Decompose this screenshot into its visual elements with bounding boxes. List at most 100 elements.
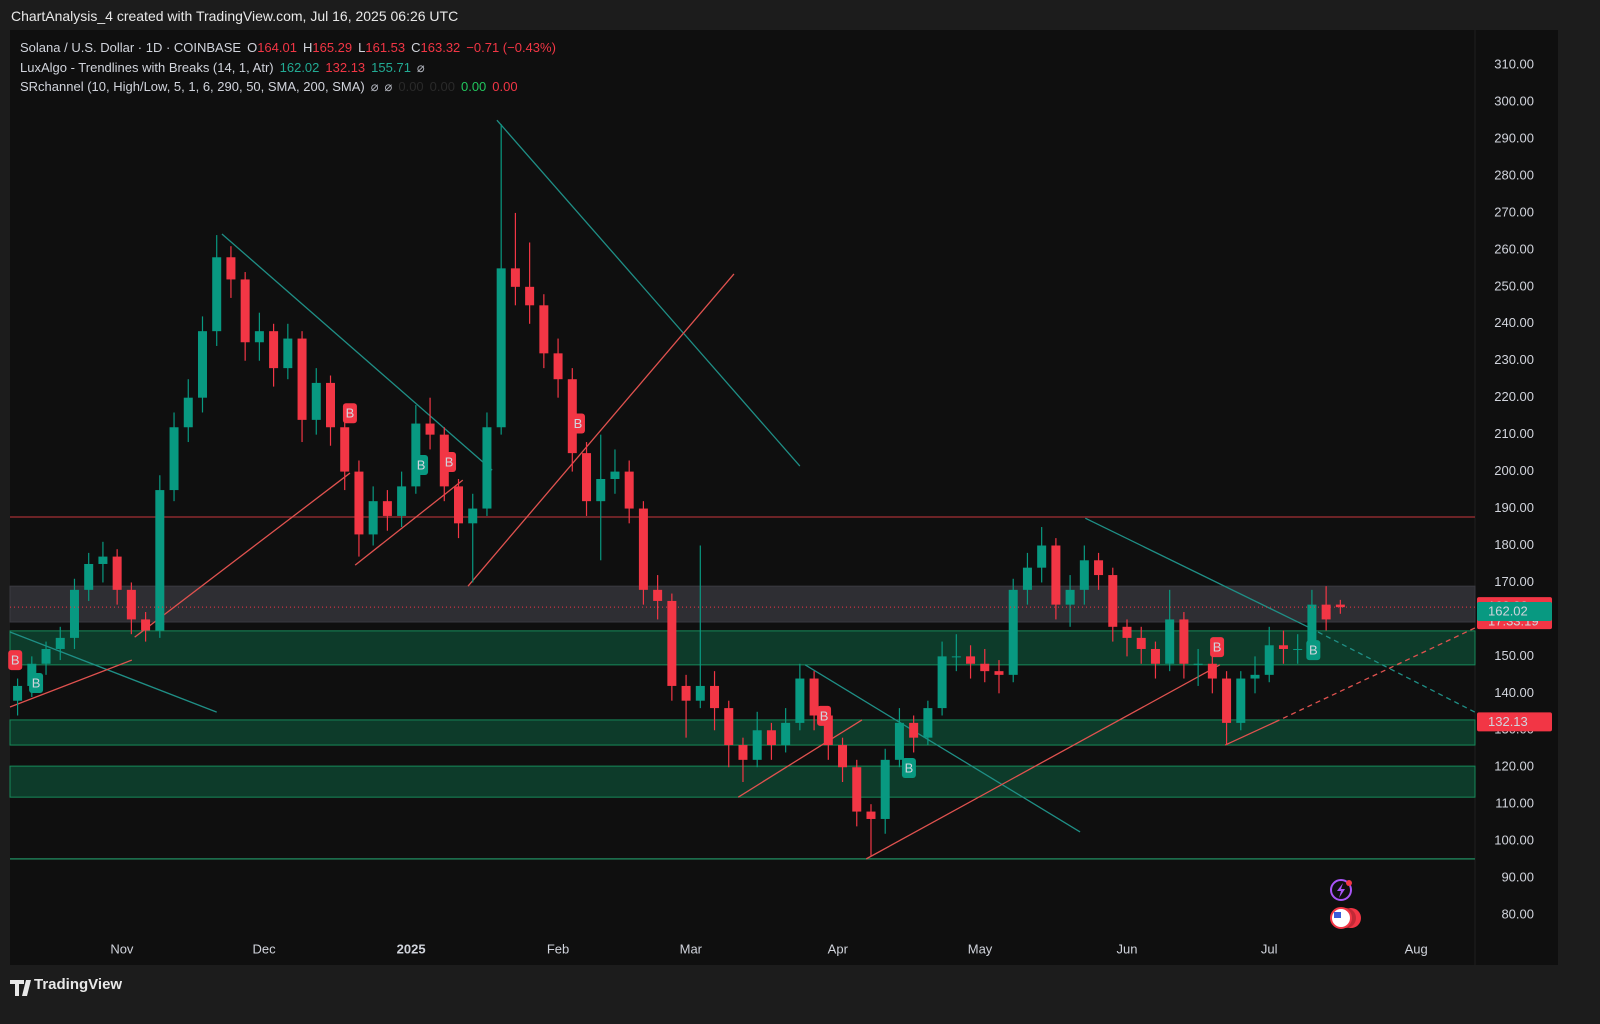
break-marker	[1210, 637, 1225, 658]
x-tick-label: Mar	[680, 941, 703, 956]
candle-body	[838, 745, 848, 768]
candle-body	[738, 745, 748, 760]
break-marker	[570, 413, 585, 434]
candle-body	[510, 268, 520, 287]
candle-body	[880, 759, 890, 819]
price-tag-label: 132.13	[1488, 714, 1528, 729]
candle	[624, 460, 634, 524]
candle	[55, 626, 65, 661]
break-label: B	[417, 457, 426, 472]
break-label: B	[1309, 643, 1318, 658]
legend-name: Solana / U.S. Dollar · 1D · COINBASE	[20, 40, 242, 55]
candle-body	[724, 708, 734, 746]
candle	[425, 397, 435, 450]
candle	[1236, 671, 1246, 731]
candle	[112, 549, 122, 605]
candle-body	[1065, 589, 1075, 605]
candle	[1136, 626, 1146, 664]
x-tick-label: 2025	[397, 941, 426, 956]
legend-value: −0.71 (−0.43%)	[466, 40, 556, 55]
candle	[937, 641, 947, 716]
candle-body	[169, 427, 179, 491]
candle	[1108, 567, 1118, 642]
y-tick-label: 120.00	[1494, 759, 1534, 774]
candle-body	[866, 811, 876, 819]
candle-body	[297, 338, 307, 420]
candle	[1150, 641, 1160, 679]
candle-body	[1293, 648, 1303, 650]
y-tick-label: 270.00	[1494, 204, 1534, 219]
candle-body	[1335, 604, 1345, 608]
legend-name: LuxAlgo - Trendlines with Breaks (14, 1,…	[20, 59, 274, 75]
legend-row: SRchannel (10, High/Low, 5, 1, 6, 290, 5…	[20, 77, 556, 97]
candle	[710, 671, 720, 731]
candle-body	[454, 486, 464, 524]
legend-value: 163.32	[420, 40, 461, 55]
candle-body	[84, 563, 94, 590]
candle-body	[411, 423, 421, 487]
candle-body	[596, 478, 606, 502]
candle	[311, 368, 321, 435]
y-tick-label: 250.00	[1494, 278, 1534, 293]
trendline	[1274, 627, 1476, 723]
legend-item: 132.13	[325, 58, 365, 78]
candle	[596, 434, 606, 561]
lightning-icon[interactable]	[1330, 879, 1352, 901]
candle	[468, 493, 478, 583]
candle-body	[425, 423, 435, 435]
candle	[454, 478, 464, 539]
break-label: B	[905, 760, 914, 775]
candle-body	[823, 715, 833, 746]
candle-body	[1136, 637, 1146, 649]
candle-body	[610, 471, 620, 479]
break-label: B	[1213, 640, 1222, 655]
candle	[496, 124, 506, 435]
candle	[368, 486, 378, 546]
candle	[880, 748, 890, 834]
price-tag	[1477, 601, 1552, 621]
notification-dot	[1346, 880, 1352, 886]
break-marker	[442, 451, 457, 472]
legend: Solana / U.S. Dollar · 1D · COINBASE O164…	[20, 38, 556, 97]
candle-body	[894, 722, 904, 760]
candle-body	[781, 722, 791, 746]
candle-body	[695, 685, 705, 701]
candle-body	[980, 663, 990, 672]
candle	[809, 671, 819, 731]
legend-row: LuxAlgo - Trendlines with Breaks (14, 1,…	[20, 58, 556, 78]
candle-body	[966, 656, 976, 664]
y-tick-label: 140.00	[1494, 685, 1534, 700]
legend-row: Solana / U.S. Dollar · 1D · COINBASE O164…	[20, 38, 556, 58]
candle-body	[624, 471, 634, 509]
candle-body	[69, 589, 79, 638]
flag-canton	[1334, 912, 1341, 918]
candle	[966, 645, 976, 679]
candle	[1008, 578, 1018, 683]
x-tick-label: Apr	[828, 941, 849, 956]
y-tick-label: 170.00	[1494, 574, 1534, 589]
candle-body	[795, 678, 805, 723]
candle-body	[141, 619, 151, 631]
price-tag	[1477, 712, 1552, 732]
legend-item: −0.71 (−0.43%)	[466, 38, 556, 58]
x-tick-label: Nov	[110, 941, 134, 956]
trendline	[496, 119, 801, 467]
break-label: B	[445, 454, 454, 469]
legend-value: 162.02	[279, 59, 320, 75]
candle-body	[226, 257, 236, 280]
candle-body	[482, 427, 492, 509]
candle-body	[667, 600, 677, 686]
candle	[681, 674, 691, 738]
candle	[994, 660, 1004, 694]
break-marker	[342, 403, 357, 424]
trendline	[737, 719, 863, 798]
candle	[852, 759, 862, 827]
candle-body	[13, 685, 23, 701]
y-tick-label: 290.00	[1494, 130, 1534, 145]
legend-value: 0.00	[492, 79, 518, 94]
candle-body	[539, 305, 549, 354]
candle	[340, 419, 350, 491]
break-marker	[414, 454, 429, 475]
y-tick-label: 150.00	[1494, 648, 1534, 663]
